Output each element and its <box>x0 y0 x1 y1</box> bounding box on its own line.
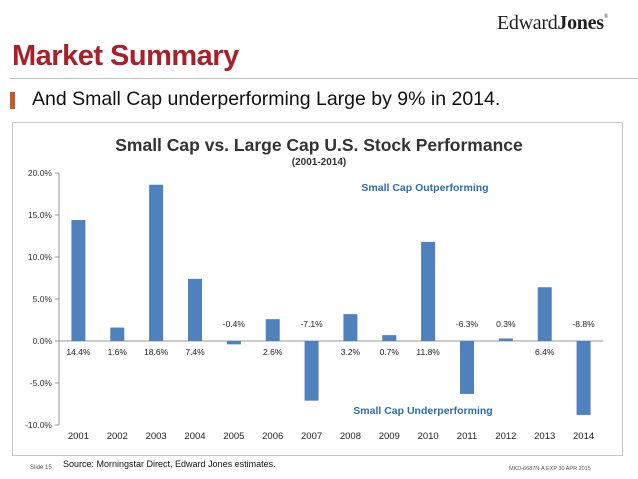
logo-text-edward: Edward <box>497 12 558 34</box>
x-tick-label: 2012 <box>495 431 516 442</box>
annotation-outperforming: Small Cap Outperforming <box>361 182 488 194</box>
y-tick-label: 0.0% <box>33 336 53 346</box>
bar <box>71 220 86 341</box>
data-label: 7.4% <box>185 347 205 357</box>
bar <box>226 341 241 345</box>
x-tick-label: 2011 <box>457 431 477 442</box>
x-tick-label: 2003 <box>146 431 167 442</box>
edward-jones-logo: EdwardJones® <box>497 12 608 35</box>
logo-registered-mark: ® <box>603 14 609 20</box>
x-tick-label: 2009 <box>379 431 400 442</box>
y-tick-label: -5.0% <box>30 378 53 388</box>
data-label: -0.4% <box>223 319 246 329</box>
bar <box>498 338 513 341</box>
bar <box>304 341 319 401</box>
data-label: 3.2% <box>341 347 361 357</box>
x-tick-label: 2006 <box>262 431 283 442</box>
chart-title: Small Cap vs. Large Cap U.S. Stock Perfo… <box>115 135 523 155</box>
bar <box>188 278 202 341</box>
bar <box>576 341 591 415</box>
data-label: 0.7% <box>380 347 400 357</box>
bar-chart: Small Cap vs. Large Cap U.S. Stock Perfo… <box>25 135 603 442</box>
data-label: -7.1% <box>300 319 323 329</box>
bar <box>421 241 436 341</box>
x-tick-label: 2005 <box>223 431 244 442</box>
bar <box>460 341 474 394</box>
x-tick-label: 2013 <box>534 431 555 442</box>
source-note: Source: Morningstar Direct, Edward Jones… <box>63 459 276 469</box>
y-tick-label: -10.0% <box>25 420 52 430</box>
bar <box>110 327 125 341</box>
y-tick-label: 15.0% <box>28 210 53 220</box>
data-label: -6.3% <box>456 319 479 329</box>
bar <box>382 335 397 341</box>
data-label: 2.6% <box>263 347 283 357</box>
x-tick-label: 2008 <box>340 431 361 442</box>
x-tick-label: 2014 <box>573 431 594 442</box>
bar <box>537 287 552 341</box>
data-label: 18.6% <box>144 347 169 357</box>
y-tick-label: 5.0% <box>33 294 53 304</box>
bullet-text: And Small Cap underperforming Large by 9… <box>32 88 501 110</box>
y-tick-label: 10.0% <box>28 252 53 262</box>
x-tick-label: 2004 <box>184 431 205 442</box>
y-tick-label: 20.0% <box>28 168 53 178</box>
data-label: 14.4% <box>66 347 91 357</box>
chart-frame: Small Cap vs. Large Cap U.S. Stock Perfo… <box>12 122 623 456</box>
chart-subtitle: (2001-2014) <box>292 157 346 168</box>
logo-text-jones: Jones <box>557 12 604 34</box>
data-label: 0.3% <box>496 319 516 329</box>
data-label: -8.8% <box>572 319 595 329</box>
data-label: 1.6% <box>108 347 128 357</box>
bar <box>343 314 358 341</box>
page-title: Market Summary <box>12 40 239 72</box>
document-code: MKD-6687N-A EXP 30 APR 2015 <box>509 466 591 472</box>
slide-number: Slide 15 <box>30 465 52 471</box>
annotation-underperforming: Small Cap Underperforming <box>353 405 492 417</box>
bar <box>265 319 280 341</box>
x-tick-label: 2010 <box>418 431 439 442</box>
bar <box>149 184 164 341</box>
x-tick-label: 2001 <box>68 431 89 442</box>
x-tick-label: 2002 <box>107 431 128 442</box>
x-tick-label: 2007 <box>301 431 322 442</box>
bullet-marker <box>10 92 15 109</box>
data-label: 6.4% <box>535 347 555 357</box>
title-divider <box>10 78 638 79</box>
data-label: 11.8% <box>416 347 440 357</box>
